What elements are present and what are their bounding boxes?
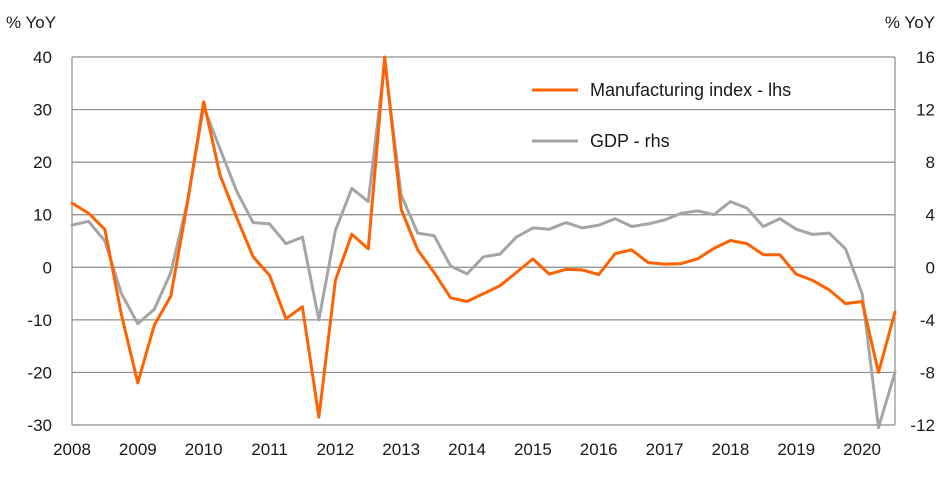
left-tick-label: -30 (27, 416, 52, 435)
left-axis-unit: % YoY (6, 13, 56, 32)
gridlines (71, 56, 896, 426)
right-tick-label: -8 (920, 363, 935, 382)
series-layer (70, 55, 897, 430)
right-tick-label: -12 (910, 416, 935, 435)
left-tick-label: 0 (43, 258, 52, 277)
x-tick-label: 2016 (580, 440, 618, 459)
right-tick-label: 16 (916, 48, 935, 67)
x-tick-label: 2008 (53, 440, 91, 459)
right-tick-label: 12 (916, 101, 935, 120)
left-tick-label: 40 (33, 48, 52, 67)
x-tick-label: 2013 (382, 440, 420, 459)
x-tick-label: 2012 (316, 440, 354, 459)
right-tick-label: 0 (926, 258, 935, 277)
x-tick-label: 2019 (777, 440, 815, 459)
right-tick-label: -4 (920, 311, 935, 330)
x-tick-label: 2014 (448, 440, 486, 459)
x-tick-label: 2020 (843, 440, 881, 459)
left-tick-label: 30 (33, 101, 52, 120)
x-tick-label: 2009 (119, 440, 157, 459)
legend-label-gdp: GDP - rhs (590, 131, 670, 151)
series-line-manufacturing (70, 55, 897, 419)
right-axis-unit: % YoY (885, 13, 935, 32)
left-tick-label: 20 (33, 153, 52, 172)
left-tick-label: -20 (27, 363, 52, 382)
x-tick-label: 2010 (185, 440, 223, 459)
left-tick-label: -10 (27, 311, 52, 330)
legend-label-manufacturing: Manufacturing index - lhs (590, 80, 791, 100)
x-tick-label: 2011 (251, 440, 288, 459)
right-tick-label: 4 (926, 206, 935, 225)
x-tick-label: 2017 (646, 440, 684, 459)
x-tick-label: 2018 (711, 440, 749, 459)
x-tick-label: 2015 (514, 440, 552, 459)
x-axis-ticks: 2008 2009 2010 2011 2012 2013 2014 2015 2016 2017… (53, 440, 881, 459)
left-tick-label: 10 (33, 206, 52, 225)
legend: Manufacturing index - lhs GDP - rhs (532, 80, 791, 151)
right-tick-label: 8 (926, 153, 935, 172)
left-axis-ticks: 40 30 20 10 0 -10 -20 -30 (27, 48, 52, 435)
right-axis-ticks: 16 12 8 4 0 -4 -8 -12 (910, 48, 935, 435)
